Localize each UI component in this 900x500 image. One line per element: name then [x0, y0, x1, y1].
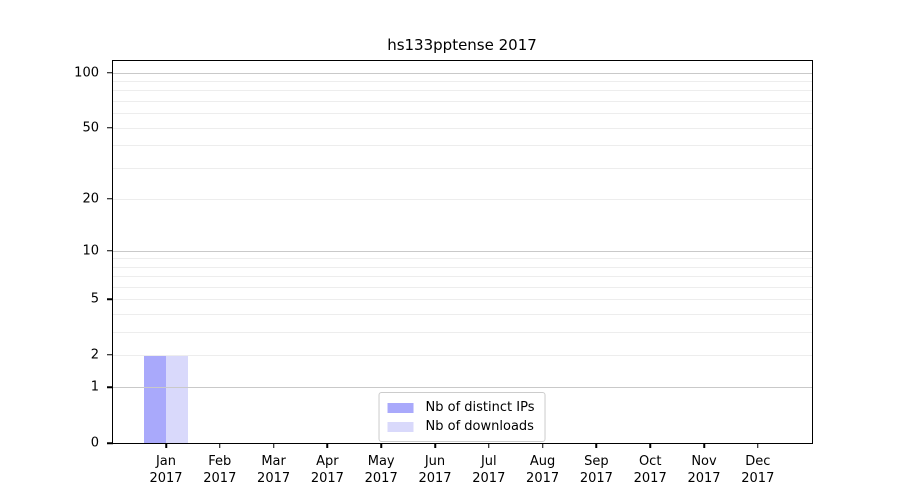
minor-gridline [113, 276, 812, 278]
x-tick-month: Nov [691, 454, 717, 469]
y-tick-mark [107, 126, 113, 129]
x-tick-mark [541, 443, 544, 448]
x-tick-mark [595, 443, 598, 448]
legend-label-downloads: Nb of downloads [425, 419, 534, 434]
y-tick-label: 0 [90, 435, 99, 451]
x-tick-year: 2017 [579, 471, 613, 486]
x-tick-month: Jul [480, 454, 497, 469]
chart-title: hs133pptense 2017 [387, 36, 537, 54]
x-tick-year: 2017 [687, 471, 721, 486]
y-tick-label: 1 [90, 379, 99, 395]
y-tick-label: 100 [74, 65, 99, 81]
y-tick-mark [107, 249, 113, 252]
major-gridline [113, 387, 812, 389]
y-tick-label: 20 [82, 191, 99, 207]
y-tick-mark [107, 198, 113, 200]
x-tick-label: Jun 2017 [418, 453, 451, 487]
x-tick-mark [649, 443, 651, 448]
minor-gridline [113, 101, 812, 103]
x-tick-mark [326, 443, 329, 448]
x-tick-label: Sep 2017 [580, 453, 613, 487]
minor-gridline [113, 127, 812, 129]
bar-distinct-ips [144, 354, 166, 443]
x-tick-mark [434, 443, 436, 448]
x-tick-month: May [367, 454, 395, 469]
y-tick-mark [107, 442, 113, 444]
x-tick-year: 2017 [203, 471, 237, 486]
x-axis: Jan 2017 Feb 2017 Mar 2017 Apr 2017 May 2017 Jun 20… [113, 443, 812, 498]
x-tick-mark [380, 443, 382, 448]
x-tick-month: Mar [261, 454, 286, 469]
x-tick-label: May 2017 [365, 453, 398, 487]
minor-gridline [113, 354, 812, 356]
x-tick-month: Jun [424, 454, 446, 469]
major-gridline [113, 72, 812, 74]
minor-gridline [113, 90, 812, 92]
x-tick-year: 2017 [364, 471, 398, 486]
minor-gridline [113, 258, 812, 260]
x-tick-mark [219, 443, 221, 448]
x-tick-month: Jan [155, 454, 177, 469]
legend-label-distinct-ips: Nb of distinct IPs [425, 400, 535, 415]
x-tick-mark [703, 443, 705, 448]
x-tick-year: 2017 [149, 471, 183, 486]
x-tick-label: Jan 2017 [149, 453, 182, 487]
x-tick-year: 2017 [741, 471, 775, 486]
legend: Nb of distinct IPs Nb of downloads [378, 392, 546, 442]
x-tick-label: Apr 2017 [311, 453, 344, 487]
bar-downloads [166, 354, 188, 443]
minor-gridline [113, 113, 812, 115]
minor-gridline [113, 313, 812, 315]
x-tick-year: 2017 [633, 471, 667, 486]
legend-row: Nb of downloads [387, 417, 535, 436]
x-tick-mark [488, 443, 490, 448]
minor-gridline [113, 331, 812, 333]
x-tick-year: 2017 [418, 471, 452, 486]
x-tick-mark [272, 443, 275, 448]
y-tick-label: 5 [90, 291, 99, 307]
x-tick-label: Aug 2017 [526, 453, 559, 487]
x-tick-month: Aug [529, 454, 556, 469]
y-tick-mark [107, 72, 113, 74]
legend-swatch-distinct-ips [387, 402, 414, 413]
y-axis: 0 1 2 5 10 20 50 100 [0, 61, 113, 450]
x-tick-label: Dec 2017 [741, 453, 774, 487]
minor-gridline [113, 286, 812, 288]
y-tick-label: 2 [90, 347, 99, 363]
x-tick-month: Sep [584, 454, 609, 469]
y-tick-mark [107, 386, 113, 389]
minor-gridline [113, 145, 812, 147]
x-tick-month: Oct [638, 454, 662, 469]
y-tick-label: 50 [82, 120, 99, 136]
major-gridline [113, 250, 812, 252]
legend-swatch-downloads [387, 421, 414, 432]
minor-gridline [113, 266, 812, 268]
x-tick-year: 2017 [310, 471, 344, 486]
x-tick-mark [757, 443, 759, 448]
x-tick-year: 2017 [257, 471, 291, 486]
y-tick-mark [107, 354, 113, 356]
x-tick-label: Mar 2017 [257, 453, 290, 487]
minor-gridline [113, 81, 812, 83]
x-tick-month: Feb [208, 454, 232, 469]
minor-gridline [113, 299, 812, 301]
y-tick-mark [107, 298, 113, 301]
x-tick-label: Feb 2017 [203, 453, 236, 487]
legend-row: Nb of distinct IPs [387, 398, 535, 417]
x-tick-label: Nov 2017 [687, 453, 720, 487]
x-tick-year: 2017 [526, 471, 560, 486]
x-tick-label: Oct 2017 [634, 453, 667, 487]
y-tick-label: 10 [82, 243, 99, 259]
x-tick-mark [165, 443, 167, 448]
plot-inner [113, 61, 812, 443]
minor-gridline [113, 167, 812, 169]
x-tick-month: Dec [745, 454, 771, 469]
x-tick-year: 2017 [472, 471, 506, 486]
plot-area [112, 60, 813, 444]
minor-gridline [113, 198, 812, 200]
x-tick-label: Jul 2017 [472, 453, 505, 487]
x-tick-month: Apr [316, 454, 339, 469]
